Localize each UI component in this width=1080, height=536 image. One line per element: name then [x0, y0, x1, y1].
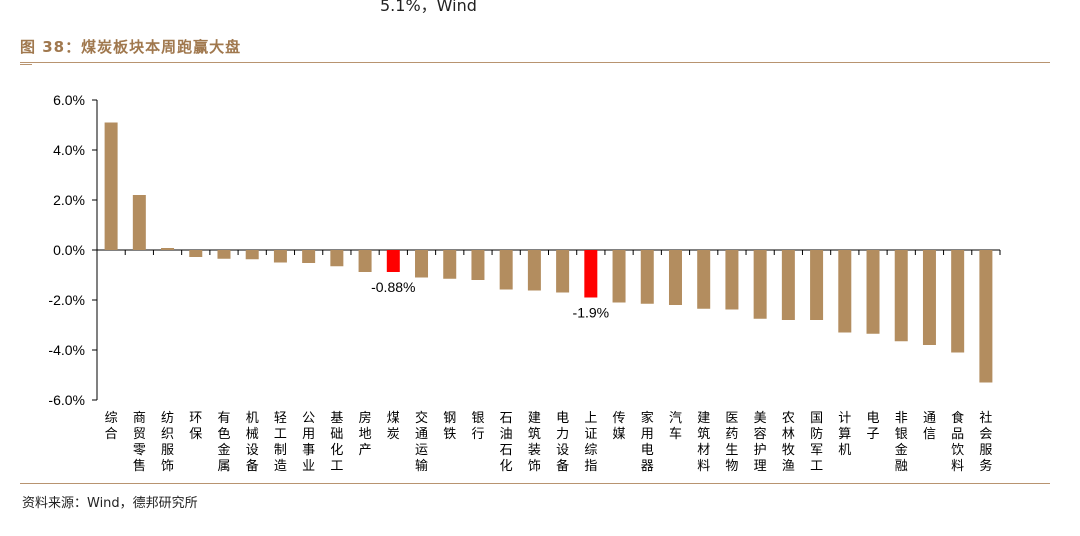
y-tick-label: 4.0% [53, 142, 85, 158]
y-tick-label: -2.0% [48, 292, 85, 308]
x-tick-label: 社会服务 [979, 410, 992, 473]
bar [217, 250, 231, 259]
bar [273, 250, 287, 263]
bar [753, 250, 767, 319]
bar [161, 248, 175, 250]
x-tick-label: 商贸零售 [133, 410, 146, 473]
x-tick-label: 国防军工 [810, 410, 823, 473]
source-divider [20, 483, 1050, 484]
bar [245, 250, 259, 260]
bar-chart: 6.0% 4.0% 2.0% 0.0% -2.0% -4.0% -6.0% -0.88% -1.… [48, 92, 1001, 473]
title-divider [20, 62, 1050, 63]
y-tick-label: -6.0% [48, 392, 85, 408]
bar [132, 195, 146, 250]
x-tick-label: 煤炭 [387, 410, 400, 441]
bar [556, 250, 570, 293]
x-tick-label: 传媒 [613, 410, 626, 441]
x-tick-label: 食品饮料 [951, 410, 964, 473]
figure-title: 图 38：煤炭板块本周跑赢大盘 [20, 38, 242, 56]
x-tick-label: 公用事业 [302, 410, 315, 473]
bar [922, 250, 936, 345]
bar [668, 250, 682, 305]
bar [781, 250, 795, 320]
x-tick-label: 汽车 [669, 410, 682, 441]
x-tick-label: 房地产 [359, 410, 372, 457]
bar [415, 250, 429, 278]
y-tick-label: 6.0% [53, 92, 85, 108]
bar [584, 250, 598, 298]
bar [386, 250, 400, 272]
y-tick-label: -4.0% [48, 342, 85, 358]
x-tick-label: 机械设备 [246, 410, 259, 473]
x-tick-label: 非银金融 [895, 410, 908, 473]
x-tick-label: 纺织服饰 [161, 410, 174, 473]
x-tick-label: 有色金属 [217, 410, 230, 473]
bar [697, 250, 711, 309]
bar [527, 250, 541, 291]
bar [894, 250, 908, 342]
bar [866, 250, 880, 334]
x-tick-label: 交通运输 [415, 410, 428, 473]
bar [189, 250, 203, 257]
bar [330, 250, 344, 267]
bar [640, 250, 654, 304]
x-tick-label: 计算机 [838, 410, 851, 457]
x-tick-label: 美容护理 [754, 410, 767, 473]
bar [302, 250, 316, 263]
x-tick-label: 通信 [923, 410, 936, 441]
y-tick-label: 0.0% [53, 242, 85, 258]
x-tick-label: 轻工制造 [274, 410, 287, 473]
source-note: 资料来源：Wind，德邦研究所 [22, 496, 198, 511]
x-tick-label: 建筑材料 [697, 410, 710, 473]
x-tick-label: 上证综指 [584, 410, 597, 473]
data-label: -0.88% [371, 279, 415, 295]
x-tick-label: 电力设备 [556, 410, 569, 473]
x-tick-label: 电子 [867, 410, 880, 441]
x-tick-label: 银行 [471, 410, 484, 441]
bar [838, 250, 852, 333]
bar [104, 122, 118, 250]
bar [612, 250, 626, 303]
x-tick-label: 农林牧渔 [782, 410, 795, 473]
bar [443, 250, 457, 279]
bar [358, 250, 372, 272]
title-divider-accent [20, 64, 32, 65]
bar [951, 250, 965, 353]
bar [979, 250, 993, 383]
bar [810, 250, 824, 320]
bar [471, 250, 485, 280]
data-label: -1.9% [573, 305, 610, 321]
x-tick-label: 医药生物 [725, 410, 738, 473]
x-tick-label: 基础化工 [330, 410, 343, 473]
y-tick-label: 2.0% [53, 192, 85, 208]
x-tick-label: 建筑装饰 [528, 410, 541, 473]
x-tick-label: 环保 [189, 410, 202, 441]
previous-page-text-fragment: 5.1%，Wind [380, 0, 477, 15]
bar [725, 250, 739, 310]
x-tick-label: 家用电器 [641, 410, 654, 473]
x-tick-label: 钢铁 [443, 410, 456, 441]
x-tick-label: 综合 [105, 410, 118, 441]
x-tick-label: 石油石化 [500, 410, 513, 473]
bar [499, 250, 513, 290]
